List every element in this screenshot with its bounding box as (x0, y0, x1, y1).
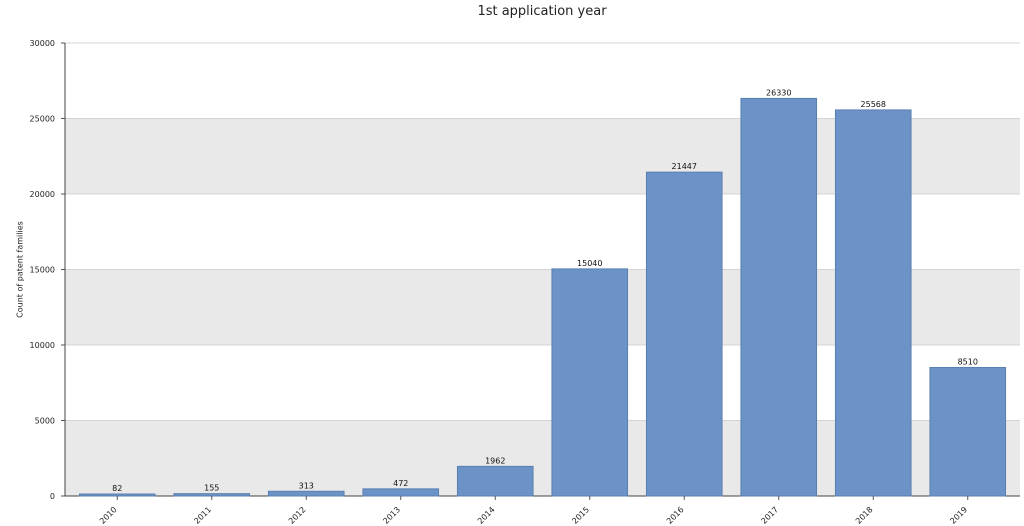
y-tick-label: 0 (50, 492, 55, 501)
bar-2010 (78, 493, 156, 497)
bar-2011 (173, 493, 251, 497)
bar-2015 (551, 268, 629, 497)
bar-2019 (929, 366, 1007, 497)
data-label-2013: 472 (393, 479, 408, 488)
y-tick-label: 5000 (35, 417, 55, 426)
chart-title: 1st application year (477, 4, 607, 19)
y-tick-label: 25000 (30, 115, 55, 124)
bar-2016 (645, 171, 723, 497)
x-tick-label-2010: 2010 (98, 505, 119, 526)
y-tick-label: 15000 (30, 266, 55, 275)
data-label-2015: 15040 (577, 259, 602, 268)
bar-2018 (834, 109, 912, 497)
data-label-2019: 8510 (958, 357, 978, 366)
data-label-2011: 155 (204, 484, 219, 493)
data-label-2010: 82 (112, 484, 122, 493)
data-label-2014: 1962 (485, 456, 505, 465)
x-tick-label-2015: 2015 (570, 505, 591, 526)
x-tick-label-2014: 2014 (476, 505, 497, 526)
data-label-2016: 21447 (672, 162, 697, 171)
data-label-2018: 25568 (861, 100, 886, 109)
x-tick-label-2011: 2011 (192, 505, 213, 526)
y-tick-label: 30000 (30, 39, 55, 48)
x-tick-label-2016: 2016 (665, 505, 686, 526)
bar-2014 (456, 465, 534, 497)
bar-2017 (740, 97, 818, 497)
y-tick-label: 20000 (30, 190, 55, 199)
x-tick-label-2012: 2012 (287, 505, 308, 526)
y-tick-label: 10000 (30, 341, 55, 350)
bar-2013 (362, 488, 440, 497)
data-label-2017: 26330 (766, 88, 791, 97)
data-label-2012: 313 (299, 481, 314, 490)
x-tick-label-2018: 2018 (854, 505, 875, 526)
x-tick-label-2019: 2019 (948, 505, 969, 526)
x-tick-label-2017: 2017 (759, 505, 780, 526)
bar-2012 (267, 490, 345, 497)
x-tick-label-2013: 2013 (381, 505, 402, 526)
